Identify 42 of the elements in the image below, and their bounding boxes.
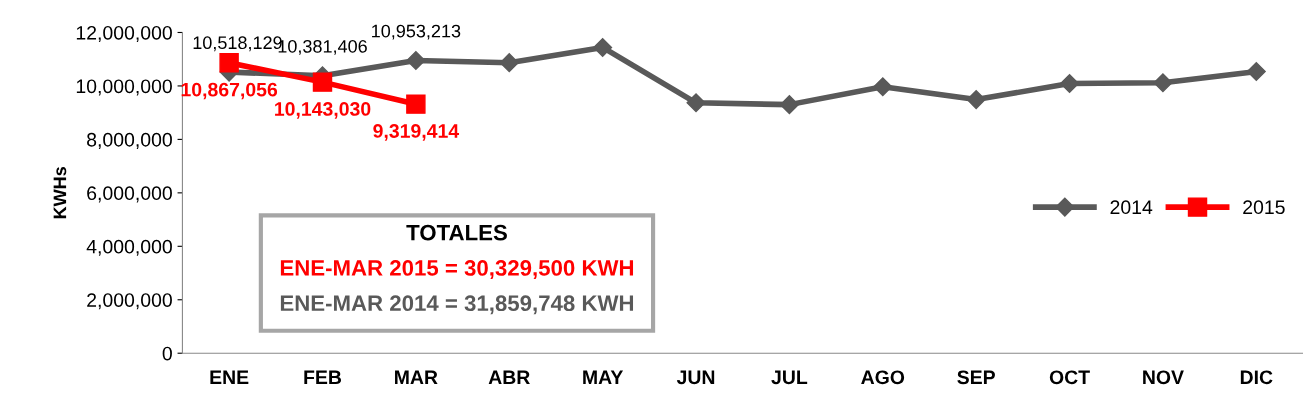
y-axis-title: KWHs bbox=[53, 167, 67, 219]
x-tick-label: DIC bbox=[1240, 370, 1273, 385]
point bbox=[873, 77, 893, 97]
point bbox=[406, 50, 426, 70]
annotation: ENE-MAR 2014 = 31,859,748 KWH bbox=[280, 295, 634, 315]
y-tick-label: 6,000,000 bbox=[87, 186, 172, 203]
point bbox=[779, 95, 799, 115]
point bbox=[593, 37, 613, 57]
legend-label: 2014 bbox=[1110, 200, 1153, 215]
x-tick-label: FEB bbox=[304, 370, 342, 384]
point bbox=[1153, 73, 1173, 93]
x-tick-label: JUN bbox=[676, 370, 715, 385]
y-tick-label: 4,000,000 bbox=[86, 239, 172, 256]
point bbox=[686, 93, 706, 113]
x-tick-label: NOV bbox=[1143, 370, 1184, 385]
point bbox=[406, 94, 426, 114]
x-tick-label: JUL bbox=[771, 370, 808, 385]
x-tick-label: MAY bbox=[583, 370, 624, 384]
x-tick-label: OCT bbox=[1049, 370, 1090, 385]
point bbox=[1246, 61, 1266, 82]
point bbox=[219, 53, 239, 73]
data-label: 10,143,030 bbox=[275, 102, 371, 119]
data-label: 9,319,414 bbox=[373, 124, 460, 141]
legend-label: 2015 bbox=[1243, 200, 1285, 215]
x-tick-label: ENE bbox=[210, 370, 249, 384]
point bbox=[966, 90, 986, 110]
x-tick-label: ABR bbox=[488, 370, 530, 384]
x-tick-label: MAR bbox=[395, 370, 438, 384]
y-tick-label: 2,000,000 bbox=[87, 293, 172, 310]
point bbox=[312, 72, 333, 92]
y-tick-label: 12,000,000 bbox=[76, 25, 172, 43]
data-label: 10,953,213 bbox=[372, 24, 461, 40]
y-tick-label: 8,000,000 bbox=[87, 132, 172, 149]
x-tick-label: AGO bbox=[861, 370, 905, 385]
y-tick-label: 0 bbox=[162, 346, 172, 361]
annotation: ENE-MAR 2015 = 30,329,500 KWH bbox=[280, 260, 634, 280]
x-tick-label: SEP bbox=[957, 370, 995, 385]
annotation: TOTALES bbox=[406, 224, 507, 241]
y-tick-label: 10,000,000 bbox=[76, 79, 172, 96]
point bbox=[499, 53, 519, 73]
data-label: 10,867,056 bbox=[181, 82, 278, 100]
point bbox=[1060, 73, 1080, 94]
